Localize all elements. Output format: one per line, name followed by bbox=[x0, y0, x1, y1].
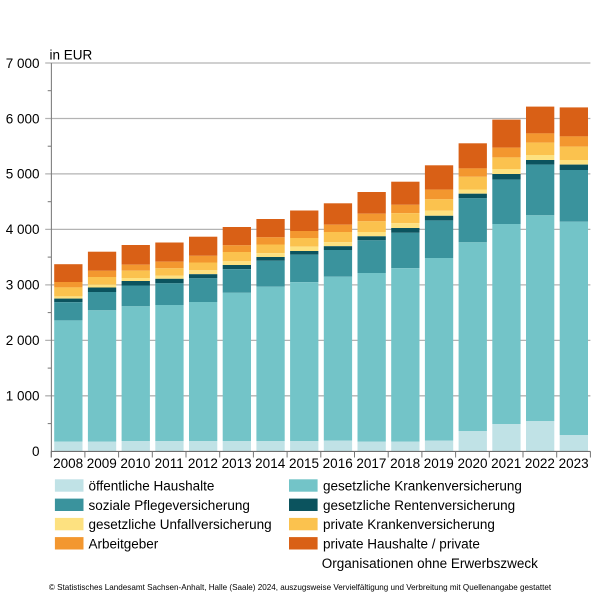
svg-text:2016: 2016 bbox=[323, 456, 353, 471]
svg-text:Organisationen ohne Erwerbszwe: Organisationen ohne Erwerbszweck bbox=[322, 556, 538, 571]
svg-text:2022: 2022 bbox=[525, 456, 555, 471]
svg-text:private Haushalte / private: private Haushalte / private bbox=[323, 536, 480, 551]
svg-text:1 000: 1 000 bbox=[6, 389, 40, 404]
svg-text:gesetzliche Unfallversicherung: gesetzliche Unfallversicherung bbox=[89, 517, 272, 532]
svg-text:7 000: 7 000 bbox=[6, 56, 40, 71]
svg-text:gesetzliche Rentenversicherung: gesetzliche Rentenversicherung bbox=[323, 498, 515, 513]
svg-text:2017: 2017 bbox=[356, 456, 386, 471]
svg-text:private Krankenversicherung: private Krankenversicherung bbox=[323, 517, 495, 532]
svg-text:2014: 2014 bbox=[255, 456, 286, 471]
svg-text:2020: 2020 bbox=[457, 456, 487, 471]
svg-text:3 000: 3 000 bbox=[6, 278, 40, 293]
svg-text:in EUR: in EUR bbox=[50, 48, 93, 63]
svg-text:Arbeitgeber: Arbeitgeber bbox=[89, 536, 159, 551]
svg-text:2013: 2013 bbox=[222, 456, 252, 471]
svg-text:0: 0 bbox=[32, 444, 40, 459]
svg-text:2009: 2009 bbox=[87, 456, 117, 471]
svg-text:2015: 2015 bbox=[289, 456, 319, 471]
svg-text:2011: 2011 bbox=[155, 456, 184, 471]
svg-text:© Statistisches Landesamt Sach: © Statistisches Landesamt Sachsen-Anhalt… bbox=[49, 583, 552, 592]
svg-text:4 000: 4 000 bbox=[6, 222, 40, 237]
svg-text:2 000: 2 000 bbox=[6, 333, 40, 348]
svg-text:2021: 2021 bbox=[491, 456, 521, 471]
svg-text:2019: 2019 bbox=[424, 456, 454, 471]
svg-text:gesetzliche Krankenversicherun: gesetzliche Krankenversicherung bbox=[323, 479, 522, 494]
svg-text:2023: 2023 bbox=[559, 456, 589, 471]
svg-text:2012: 2012 bbox=[188, 456, 218, 471]
svg-text:2010: 2010 bbox=[120, 456, 150, 471]
svg-text:5 000: 5 000 bbox=[6, 167, 40, 182]
svg-text:soziale Pflegeversicherung: soziale Pflegeversicherung bbox=[89, 498, 250, 513]
svg-text:2018: 2018 bbox=[390, 456, 420, 471]
svg-text:öffentliche Haushalte: öffentliche Haushalte bbox=[89, 479, 215, 494]
svg-text:6 000: 6 000 bbox=[6, 111, 40, 126]
svg-text:2008: 2008 bbox=[53, 456, 83, 471]
